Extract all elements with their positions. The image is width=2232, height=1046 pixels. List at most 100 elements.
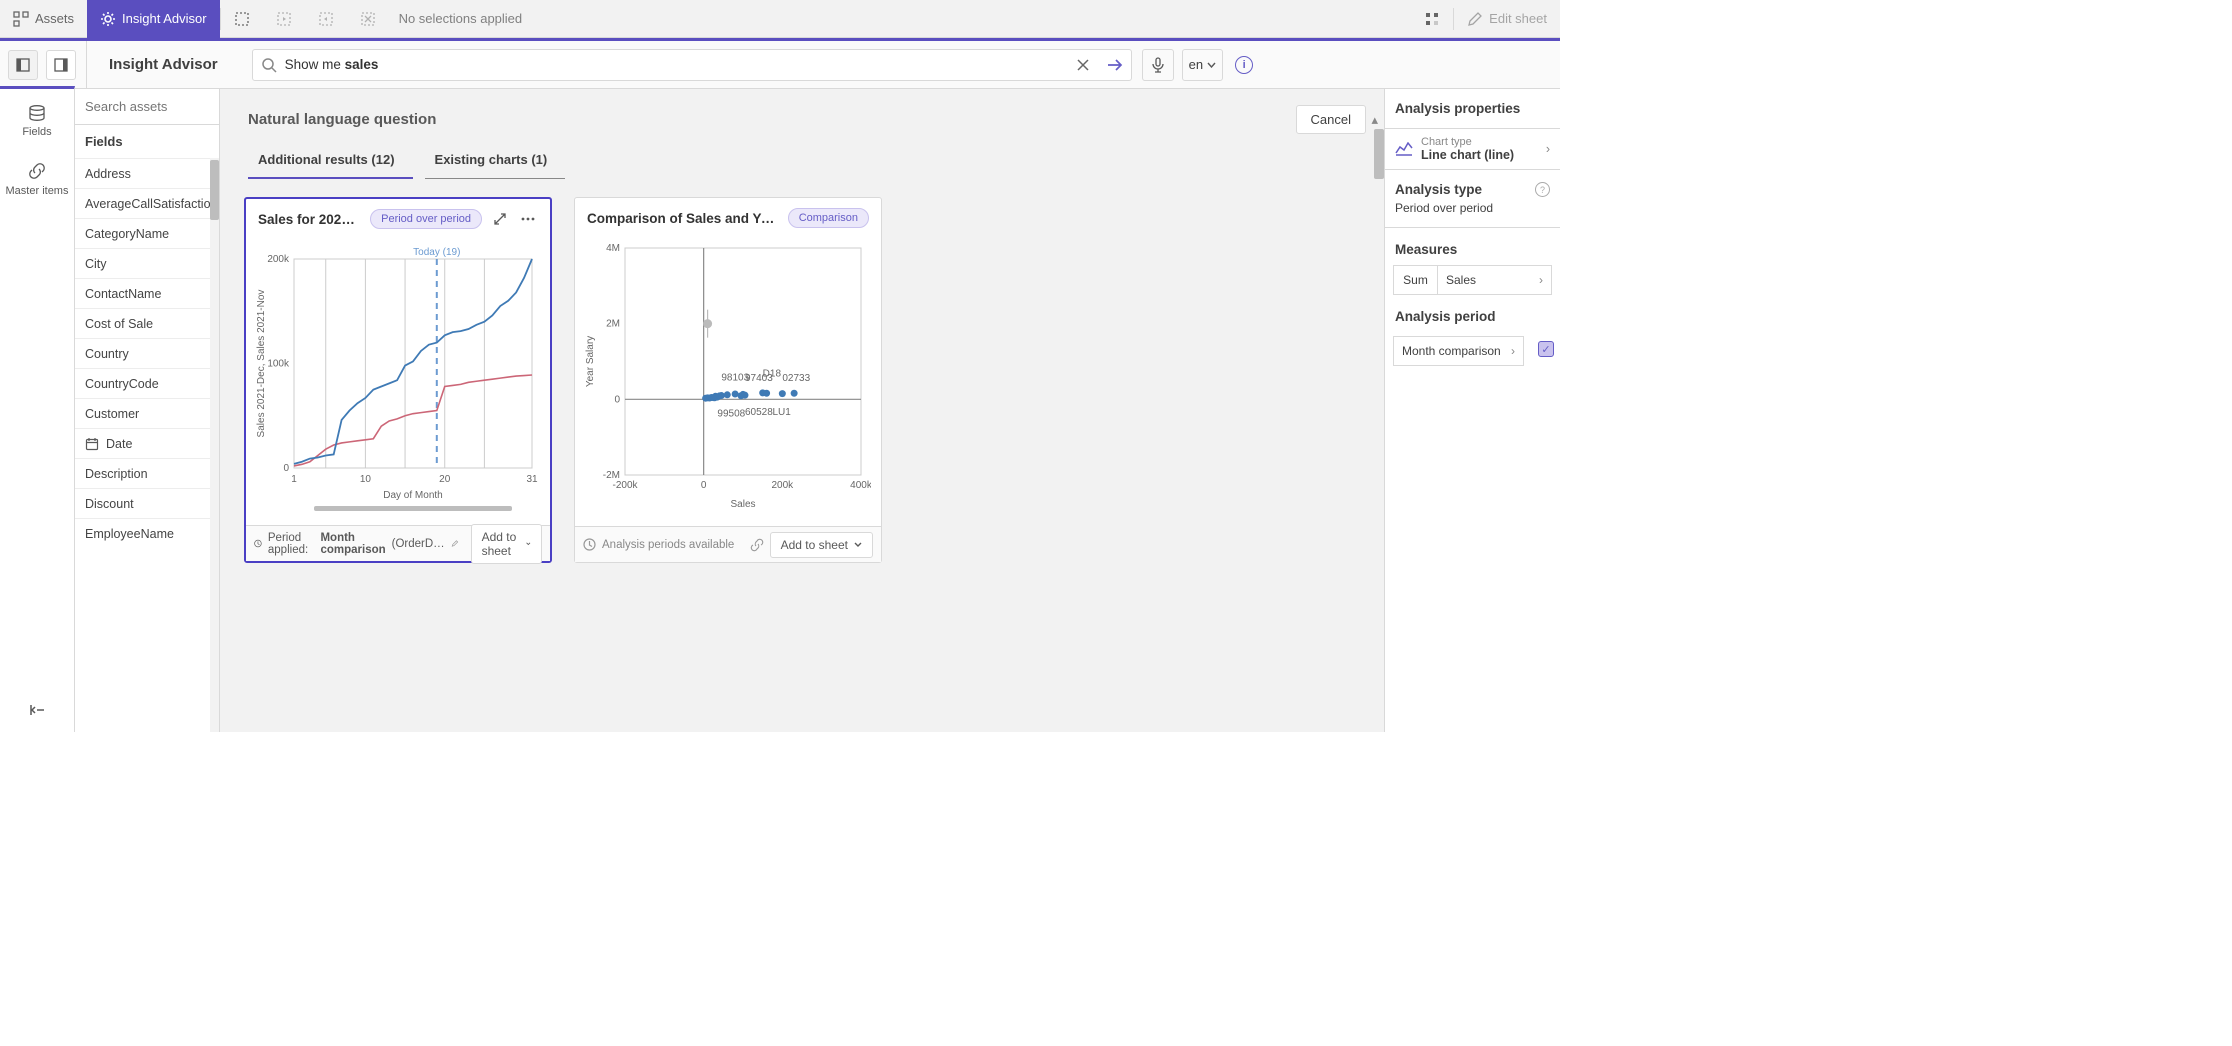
card1-footer-bold: Month comparison bbox=[320, 532, 385, 556]
ws-title: Natural language question bbox=[248, 111, 436, 128]
step-fwd-button[interactable] bbox=[305, 0, 347, 38]
svg-text:Sales 2021-Dec, Sales 2021-Nov: Sales 2021-Dec, Sales 2021-Nov bbox=[256, 290, 267, 438]
assets-tab-button[interactable]: Assets bbox=[0, 0, 87, 38]
right-panel-icon bbox=[54, 58, 68, 72]
fullscreen-button[interactable] bbox=[490, 209, 510, 229]
field-item[interactable]: Customer bbox=[75, 398, 219, 428]
clock-icon-2 bbox=[583, 538, 596, 551]
toolbar: Insight Advisor Show me sales en i bbox=[0, 41, 1560, 89]
rail-master[interactable]: Master items bbox=[0, 150, 74, 209]
asset-list: AddressAverageCallSatisfactionCategoryNa… bbox=[75, 158, 219, 732]
toolbar-title: Insight Advisor bbox=[87, 56, 242, 73]
database-icon bbox=[27, 105, 47, 121]
field-item[interactable]: Country bbox=[75, 338, 219, 368]
card1-title: Sales for 2021-Dec vs 2021… bbox=[258, 212, 362, 227]
language-select[interactable]: en bbox=[1182, 49, 1223, 81]
language-label: en bbox=[1189, 57, 1203, 72]
rail-collapse[interactable] bbox=[29, 691, 45, 732]
add-to-sheet-button-1[interactable]: Add to sheet bbox=[471, 524, 542, 564]
svg-text:10: 10 bbox=[360, 474, 372, 485]
period-row[interactable]: Month comparison › bbox=[1393, 336, 1524, 366]
ws-expand-button[interactable]: ▴ bbox=[1371, 112, 1378, 128]
card-comparison[interactable]: Comparison of Sales and Year S… Comparis… bbox=[574, 197, 882, 563]
search-input-text[interactable]: Show me sales bbox=[285, 57, 1067, 72]
analysis-type-label: Analysis type bbox=[1395, 182, 1482, 197]
asset-search[interactable] bbox=[75, 89, 219, 125]
svg-text:60528: 60528 bbox=[745, 407, 773, 418]
svg-text:Today (19): Today (19) bbox=[413, 247, 460, 258]
svg-text:0: 0 bbox=[283, 463, 289, 474]
svg-text:200k: 200k bbox=[267, 254, 290, 265]
edit-icon[interactable] bbox=[451, 537, 459, 550]
field-item[interactable]: CategoryName bbox=[75, 218, 219, 248]
smart-select-button[interactable] bbox=[221, 0, 263, 38]
insight-icon bbox=[100, 11, 116, 27]
field-item[interactable]: Date bbox=[75, 428, 219, 458]
left-panel-toggle[interactable] bbox=[8, 50, 38, 80]
caret-down-icon bbox=[526, 541, 531, 547]
field-item[interactable]: Address bbox=[75, 158, 219, 188]
field-item[interactable]: Cost of Sale bbox=[75, 308, 219, 338]
period-value: Month comparison bbox=[1402, 344, 1501, 358]
workspace-scrollbar[interactable] bbox=[1374, 129, 1384, 179]
field-item[interactable]: AverageCallSatisfaction bbox=[75, 188, 219, 218]
svg-text:200k: 200k bbox=[771, 480, 794, 491]
link-icon bbox=[28, 162, 46, 180]
tab-existing[interactable]: Existing charts (1) bbox=[425, 142, 566, 179]
search-clear-button[interactable] bbox=[1067, 49, 1099, 81]
step-back-button[interactable] bbox=[263, 0, 305, 38]
svg-text:4M: 4M bbox=[606, 243, 620, 254]
rail-fields-label: Fields bbox=[22, 126, 51, 138]
svg-text:100k: 100k bbox=[267, 359, 290, 370]
card1-footer-suffix: (OrderD… bbox=[392, 538, 445, 550]
measure-row[interactable]: Sum Sales › bbox=[1393, 265, 1552, 295]
ws-tabs: Additional results (12) Existing charts … bbox=[220, 142, 1384, 179]
top-ribbon: Assets Insight Advisor No selections app… bbox=[0, 0, 1560, 38]
field-item[interactable]: ContactName bbox=[75, 278, 219, 308]
search-submit-button[interactable] bbox=[1099, 49, 1131, 81]
svg-text:2M: 2M bbox=[606, 319, 620, 330]
card-menu-button[interactable] bbox=[518, 209, 538, 229]
rail-fields[interactable]: Fields bbox=[0, 93, 74, 150]
field-item[interactable]: Description bbox=[75, 458, 219, 488]
search-icon bbox=[261, 57, 277, 73]
card2-pill: Comparison bbox=[788, 208, 869, 228]
help-icon[interactable]: ? bbox=[1535, 182, 1550, 197]
card2-footer: Analysis periods available bbox=[602, 539, 734, 551]
selections-tool-button[interactable] bbox=[1411, 0, 1453, 38]
svg-text:31: 31 bbox=[526, 474, 538, 485]
card-period-over-period[interactable]: Sales for 2021-Dec vs 2021… Period over … bbox=[244, 197, 552, 563]
field-item[interactable]: City bbox=[75, 248, 219, 278]
clear-sel-button[interactable] bbox=[347, 0, 389, 38]
svg-text:02733: 02733 bbox=[782, 373, 810, 384]
asset-scrollbar[interactable] bbox=[210, 158, 219, 732]
step-fwd-icon bbox=[318, 11, 334, 27]
chevron-down-icon bbox=[1207, 62, 1216, 68]
cancel-button[interactable]: Cancel bbox=[1296, 105, 1366, 134]
selections-tool-icon bbox=[1424, 11, 1440, 27]
main-area: Fields Master items Fields AddressAverag… bbox=[0, 89, 1560, 732]
field-item[interactable]: Discount bbox=[75, 488, 219, 518]
field-item[interactable]: EmployeeName bbox=[75, 518, 219, 548]
right-panel-toggle[interactable] bbox=[46, 50, 76, 80]
asset-search-input[interactable] bbox=[85, 99, 209, 114]
mic-button[interactable] bbox=[1142, 49, 1174, 81]
link-icon-2[interactable] bbox=[750, 538, 764, 552]
period-checkbox[interactable] bbox=[1538, 341, 1554, 357]
tab-additional[interactable]: Additional results (12) bbox=[248, 142, 413, 179]
field-item[interactable]: CountryCode bbox=[75, 368, 219, 398]
no-selections-text: No selections applied bbox=[389, 11, 533, 26]
properties-panel: Analysis properties Chart type Line char… bbox=[1384, 89, 1560, 732]
assets-icon bbox=[13, 11, 29, 27]
clear-sel-icon bbox=[360, 11, 376, 27]
analysis-type-value: Period over period bbox=[1385, 201, 1560, 227]
search-field[interactable]: Show me sales bbox=[252, 49, 1132, 81]
insight-tab-button[interactable]: Insight Advisor bbox=[87, 0, 220, 38]
chevron-right-icon: › bbox=[1546, 142, 1550, 156]
measure-agg: Sum bbox=[1394, 266, 1438, 294]
info-button[interactable]: i bbox=[1235, 56, 1253, 74]
measure-field: Sales bbox=[1438, 273, 1539, 287]
chart-type-row[interactable]: Chart type Line chart (line) › bbox=[1385, 128, 1560, 169]
add-to-sheet-button-2[interactable]: Add to sheet bbox=[770, 532, 873, 558]
edit-sheet-button[interactable]: Edit sheet bbox=[1454, 0, 1560, 38]
